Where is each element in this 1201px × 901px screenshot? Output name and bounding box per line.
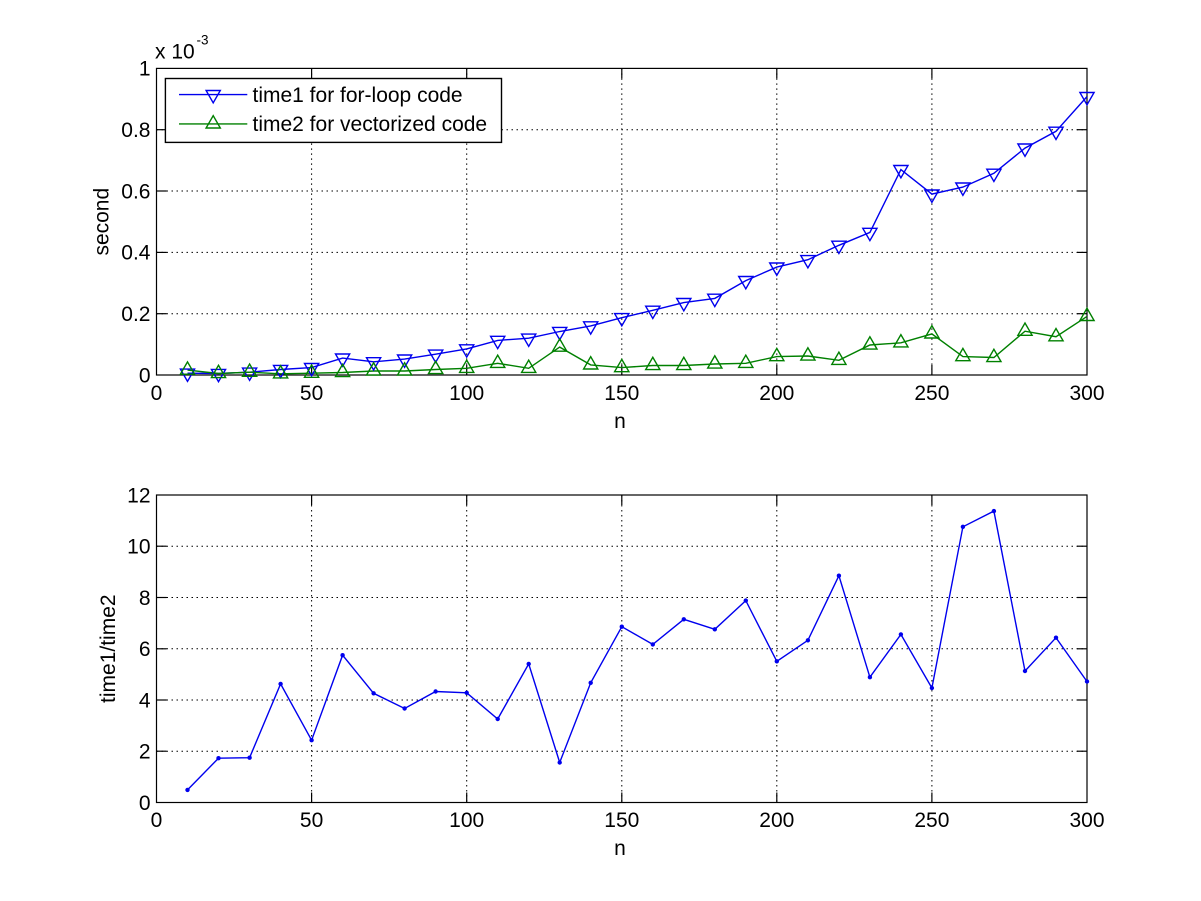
svg-text:100: 100 xyxy=(449,382,484,405)
svg-text:150: 150 xyxy=(604,382,639,405)
svg-text:50: 50 xyxy=(300,809,323,832)
svg-text:0.6: 0.6 xyxy=(121,180,150,203)
svg-text:time1/time2: time1/time2 xyxy=(97,594,120,703)
svg-text:n: n xyxy=(614,837,626,860)
svg-text:0.4: 0.4 xyxy=(121,242,151,265)
svg-text:0.8: 0.8 xyxy=(121,119,150,142)
svg-text:100: 100 xyxy=(449,809,484,832)
svg-text:4: 4 xyxy=(139,689,151,712)
svg-text:150: 150 xyxy=(604,809,639,832)
svg-text:300: 300 xyxy=(1069,809,1104,832)
svg-text:1: 1 xyxy=(139,58,151,81)
svg-text:10: 10 xyxy=(127,536,150,559)
svg-text:300: 300 xyxy=(1069,382,1104,405)
svg-text:n: n xyxy=(614,410,626,433)
svg-text:200: 200 xyxy=(759,809,794,832)
svg-text:6: 6 xyxy=(139,638,151,661)
svg-text:250: 250 xyxy=(914,809,949,832)
svg-text:50: 50 xyxy=(300,382,323,405)
svg-text:0: 0 xyxy=(151,809,163,832)
svg-text:0.2: 0.2 xyxy=(121,303,150,326)
svg-text:200: 200 xyxy=(759,382,794,405)
svg-text:0: 0 xyxy=(139,792,151,815)
svg-text:x 10: x 10 xyxy=(155,41,195,64)
svg-text:time2 for vectorized code: time2 for vectorized code xyxy=(253,113,488,136)
svg-text:250: 250 xyxy=(914,382,949,405)
svg-text:2: 2 xyxy=(139,741,151,764)
svg-text:12: 12 xyxy=(127,484,150,507)
svg-text:time1 for for-loop code: time1 for for-loop code xyxy=(253,84,463,107)
svg-text:second: second xyxy=(90,188,113,256)
svg-text:0: 0 xyxy=(151,382,163,405)
svg-text:8: 8 xyxy=(139,587,151,610)
svg-text:-3: -3 xyxy=(197,33,209,48)
svg-text:0: 0 xyxy=(139,364,151,387)
